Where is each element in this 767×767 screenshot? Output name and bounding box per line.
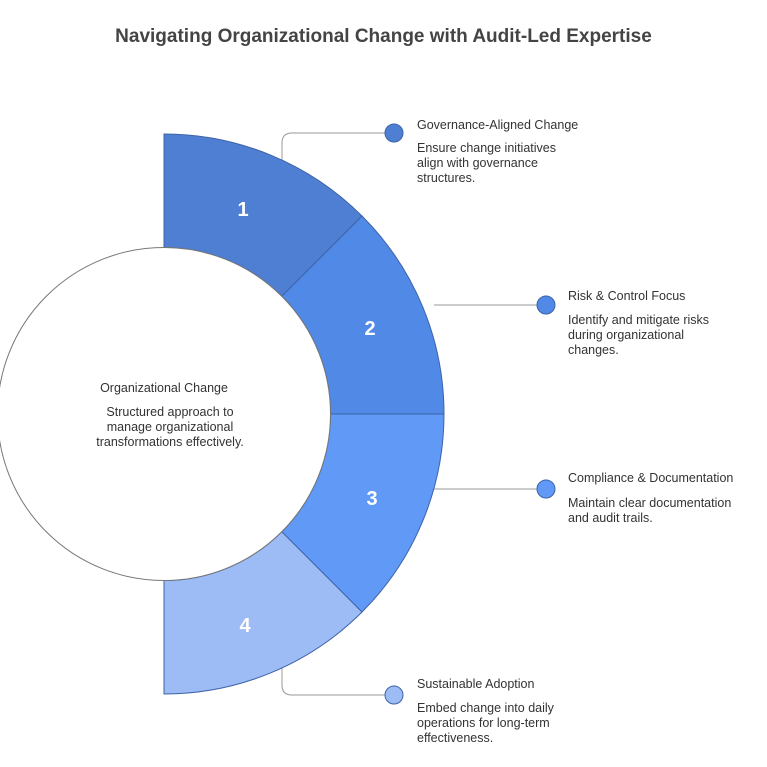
- label-desc-1-line-2: align with governance: [417, 156, 538, 170]
- center-title: Organizational Change: [100, 381, 228, 395]
- segment-number-3: 3: [366, 488, 377, 510]
- diagram-title: Navigating Organizational Change with Au…: [115, 26, 652, 47]
- center-desc-line-1: Structured approach to: [106, 405, 233, 419]
- label-desc-3: Maintain clear documentation and audit t…: [568, 496, 758, 526]
- label-desc-2-line-3: changes.: [568, 343, 619, 357]
- label-desc-3-line-1: Maintain clear documentation: [568, 496, 732, 510]
- label-desc-2-line-1: Identify and mitigate risks: [568, 313, 710, 327]
- label-desc-1: Ensure change initiatives align with gov…: [417, 141, 607, 186]
- label-desc-1-line-1: Ensure change initiatives: [417, 141, 556, 155]
- label-title-3: Compliance & Documentation: [568, 471, 734, 485]
- label-desc-2: Identify and mitigate risks during organ…: [568, 313, 758, 358]
- center-desc-line-2: manage organizational: [107, 420, 233, 434]
- label-title-1: Governance-Aligned Change: [417, 118, 579, 132]
- label-desc-4-line-1: Embed change into daily: [417, 701, 554, 715]
- marker-dot-1: [384, 123, 404, 143]
- label-desc-4-line-2: operations for long-term: [417, 716, 550, 730]
- marker-dot-2: [536, 295, 556, 315]
- center-desc-line-3: transformations effectively.: [96, 435, 244, 449]
- marker-dot-3: [536, 479, 556, 499]
- connector-4: [281, 667, 393, 696]
- label-desc-4: Embed change into daily operations for l…: [417, 701, 607, 746]
- marker-dot-4: [384, 685, 404, 705]
- label-desc-2-line-2: during organizational: [568, 328, 685, 342]
- connector-1: [281, 132, 393, 161]
- label-title-4: Sustainable Adoption: [417, 677, 535, 691]
- label-title-2: Risk & Control Focus: [568, 289, 686, 303]
- label-desc-4-line-3: effectiveness.: [417, 731, 494, 745]
- segment-number-2: 2: [364, 318, 375, 340]
- label-desc-3-line-2: and audit trails.: [568, 511, 653, 525]
- segment-number-4: 4: [239, 615, 251, 637]
- center-circle: [0, 247, 331, 581]
- label-desc-1-line-3: structures.: [417, 171, 476, 185]
- segment-number-1: 1: [237, 199, 248, 221]
